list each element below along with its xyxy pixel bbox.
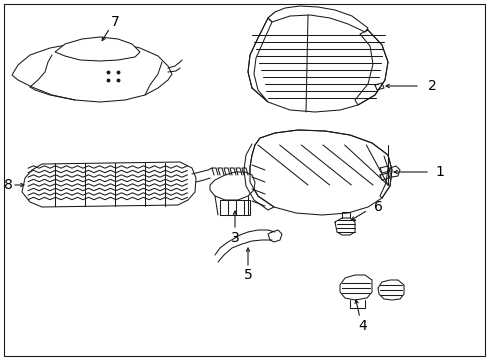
Text: 8: 8 <box>3 178 12 192</box>
Text: 1: 1 <box>435 165 444 179</box>
Polygon shape <box>249 130 391 215</box>
Polygon shape <box>12 42 172 102</box>
Text: 5: 5 <box>243 268 252 282</box>
Polygon shape <box>267 6 367 32</box>
Text: 2: 2 <box>427 79 435 93</box>
Text: 3: 3 <box>230 231 239 245</box>
Polygon shape <box>247 10 387 112</box>
Polygon shape <box>22 162 196 207</box>
Text: 6: 6 <box>373 200 382 214</box>
Polygon shape <box>377 280 403 300</box>
Text: 4: 4 <box>358 319 366 333</box>
Polygon shape <box>339 275 371 300</box>
Polygon shape <box>209 172 254 200</box>
Text: 7: 7 <box>110 15 119 29</box>
Polygon shape <box>55 37 140 61</box>
